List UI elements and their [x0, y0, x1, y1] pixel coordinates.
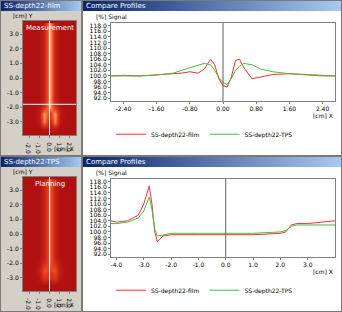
svg-text:-0.80: -0.80: [182, 105, 198, 112]
svg-text:114.0: 114.0: [90, 33, 107, 40]
svg-text:2.0: 2.0: [66, 142, 73, 152]
svg-text:Measurement: Measurement: [26, 24, 74, 32]
svg-text:114.0: 114.0: [90, 189, 107, 196]
svg-text:106.0: 106.0: [90, 55, 107, 62]
svg-text:-3.0: -3.0: [7, 118, 19, 125]
svg-text:116.0: 116.0: [90, 27, 107, 34]
svg-text:-2.40: -2.40: [116, 105, 132, 112]
svg-text:112.0: 112.0: [90, 39, 107, 46]
svg-text:3.0: 3.0: [9, 186, 19, 193]
svg-text:94.0: 94.0: [93, 245, 107, 252]
svg-text:1.0: 1.0: [9, 59, 19, 66]
html-text:Compare Profiles: Compare Profiles: [86, 158, 146, 166]
svg-text:2.0: 2.0: [9, 201, 19, 208]
svg-text:106.0: 106.0: [90, 211, 107, 218]
svg-text:-1.60: -1.60: [149, 105, 165, 112]
svg-text:110.0: 110.0: [90, 44, 107, 51]
svg-text:108.0: 108.0: [90, 50, 107, 57]
svg-text:2.0: 2.0: [276, 261, 286, 268]
svg-text:-1.0: -1.0: [7, 89, 19, 96]
svg-text:-2.0: -2.0: [7, 103, 19, 110]
svg-text:92.0: 92.0: [93, 94, 107, 101]
svg-text:-3.0: -3.0: [7, 274, 19, 281]
svg-text:102.0: 102.0: [90, 222, 107, 229]
svg-text:102.0: 102.0: [90, 66, 107, 73]
svg-text:2.40: 2.40: [316, 105, 330, 112]
svg-text:-1.0: -1.0: [193, 261, 205, 268]
svg-text:[cm] X: [cm] X: [54, 301, 74, 308]
svg-text:[%] Signal: [%] Signal: [96, 169, 127, 177]
svg-text:0.0: 0.0: [9, 230, 19, 237]
svg-text:1.0: 1.0: [248, 261, 258, 268]
svg-text:0.0: 0.0: [221, 261, 231, 268]
svg-text:-2.0: -2.0: [25, 142, 32, 154]
html-text:SS-depth22-film: SS-depth22-film: [4, 2, 61, 10]
svg-text:2.0: 2.0: [66, 298, 73, 308]
svg-text:-1.0: -1.0: [35, 142, 42, 154]
svg-text:3.0: 3.0: [9, 30, 19, 37]
svg-text:[cm] X: [cm] X: [313, 112, 333, 119]
html-text:Compare Profiles: Compare Profiles: [86, 2, 146, 10]
svg-text:-1.0: -1.0: [35, 298, 42, 310]
svg-text:0.0: 0.0: [46, 142, 53, 152]
svg-text:118.0: 118.0: [90, 178, 107, 185]
svg-text:SS-depth22-film: SS-depth22-film: [151, 287, 199, 295]
svg-text:94.0: 94.0: [93, 89, 107, 96]
svg-text:92.0: 92.0: [93, 250, 107, 257]
svg-text:1.60: 1.60: [283, 105, 297, 112]
svg-text:[cm] Y: [cm] Y: [13, 168, 33, 175]
svg-text:2.0: 2.0: [9, 45, 19, 52]
svg-text:3.0: 3.0: [303, 261, 313, 268]
svg-text:[cm] X: [cm] X: [54, 145, 74, 152]
svg-text:SS-depth22-TPS: SS-depth22-TPS: [244, 287, 292, 295]
svg-text:-1.0: -1.0: [7, 245, 19, 252]
svg-text:100.0: 100.0: [90, 228, 107, 235]
svg-text:-2.0: -2.0: [25, 298, 32, 310]
svg-text:[cm] X: [cm] X: [313, 268, 333, 275]
svg-text:1.0: 1.0: [56, 298, 63, 308]
svg-text:98.0: 98.0: [93, 234, 107, 241]
svg-text:-2.0: -2.0: [7, 259, 19, 266]
svg-text:110.0: 110.0: [90, 200, 107, 207]
svg-text:-3.0: -3.0: [138, 261, 150, 268]
svg-text:0.0: 0.0: [9, 74, 19, 81]
svg-text:[%] Signal: [%] Signal: [96, 13, 127, 21]
svg-text:0.80: 0.80: [250, 105, 264, 112]
svg-text:96.0: 96.0: [93, 83, 107, 90]
svg-text:SS-depth22-TPS: SS-depth22-TPS: [244, 131, 292, 139]
svg-text:-4.0: -4.0: [111, 261, 123, 268]
svg-text:Planning: Planning: [35, 180, 65, 188]
svg-text:SS-depth22-film: SS-depth22-film: [151, 131, 199, 139]
svg-text:104.0: 104.0: [90, 217, 107, 224]
svg-text:104.0: 104.0: [90, 61, 107, 68]
svg-text:-2.0: -2.0: [165, 261, 177, 268]
html-text:SS-depth22-TPS: SS-depth22-TPS: [4, 158, 60, 166]
svg-text:[cm] Y: [cm] Y: [13, 12, 33, 19]
svg-text:96.0: 96.0: [93, 239, 107, 246]
svg-text:0.00: 0.00: [216, 105, 230, 112]
svg-text:100.0: 100.0: [90, 72, 107, 79]
svg-text:118.0: 118.0: [90, 22, 107, 29]
svg-text:1.0: 1.0: [56, 142, 63, 152]
svg-text:1.0: 1.0: [9, 215, 19, 222]
svg-text:108.0: 108.0: [90, 206, 107, 213]
svg-text:112.0: 112.0: [90, 195, 107, 202]
svg-text:0.0: 0.0: [46, 298, 53, 308]
svg-text:98.0: 98.0: [93, 78, 107, 85]
svg-text:116.0: 116.0: [90, 183, 107, 190]
